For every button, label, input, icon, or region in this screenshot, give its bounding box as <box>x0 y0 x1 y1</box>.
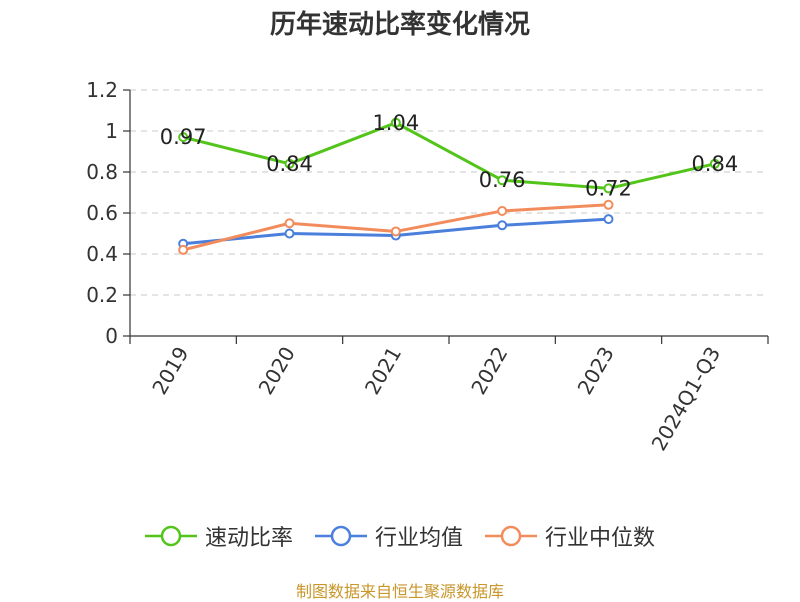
series-0-point-0[interactable] <box>178 132 189 143</box>
legend-label-2: 行业中位数 <box>545 526 656 551</box>
series-2-point-0[interactable] <box>178 244 189 255</box>
x-tick-label-3: 2022 <box>466 342 512 398</box>
series-2-point-1[interactable] <box>284 218 295 229</box>
legend-swatch-0 <box>144 525 197 547</box>
data-labels: 0.97 0.84 1.04 0.76 0.72 0.84 <box>160 111 738 201</box>
legend-swatch-2 <box>485 525 537 547</box>
series-2-point-4[interactable] <box>603 199 614 210</box>
series-0-point-5[interactable] <box>709 158 720 169</box>
source-note: 制图数据来自恒生聚源数据库 <box>295 582 504 601</box>
data-label-0-5: 0.84 <box>691 152 738 176</box>
series-1-point-3[interactable] <box>497 220 508 231</box>
y-tick-label-4: 0.8 <box>86 160 118 184</box>
y-tick-label-3: 0.6 <box>86 201 118 225</box>
series-line-0 <box>182 121 716 190</box>
series-1-point-4[interactable] <box>603 214 614 225</box>
y-tick-label-0: 0 <box>105 324 118 348</box>
data-label-0-2: 1.04 <box>372 111 419 135</box>
data-label-0-0: 0.97 <box>160 125 207 149</box>
series-lines <box>178 117 720 255</box>
legend-item-1[interactable]: 行业均值 <box>314 520 463 552</box>
y-tick-label-1: 0.2 <box>86 283 118 307</box>
series-0-point-1[interactable] <box>284 158 295 169</box>
y-tick-label-2: 0.4 <box>86 242 118 266</box>
data-label-0-4: 0.72 <box>585 176 632 200</box>
x-tick-label-1: 2020 <box>254 343 300 399</box>
legend-item-2[interactable]: 行业中位数 <box>485 520 655 552</box>
series-2-point-3[interactable] <box>497 205 508 216</box>
chart-title: 历年速动比率变化情况 <box>269 10 530 40</box>
legend: 速动比率 行业均值 行业中位数 <box>0 518 800 554</box>
x-tick-label-0: 2019 <box>147 343 193 399</box>
y-tick-label-5: 1 <box>105 119 118 143</box>
y-tick-label-6: 1.2 <box>86 78 118 102</box>
series-1-point-1[interactable] <box>284 228 295 239</box>
legend-item-0[interactable]: 速动比率 <box>144 520 293 552</box>
legend-swatch-1 <box>314 525 367 547</box>
x-tick-label-5: 2024Q1-Q3 <box>646 343 725 455</box>
x-tick-label-4: 2023 <box>573 343 619 399</box>
series-0-point-2[interactable] <box>390 117 401 128</box>
series-2-point-2[interactable] <box>390 226 401 237</box>
x-tick-label-2: 2021 <box>360 343 406 399</box>
series-0-point-4[interactable] <box>603 183 614 194</box>
legend-label-0: 速动比率 <box>204 526 293 551</box>
series-0-point-3[interactable] <box>497 175 508 186</box>
grid-lines <box>130 89 768 296</box>
legend-label-1: 行业均值 <box>374 526 463 551</box>
data-label-0-1: 0.84 <box>266 152 313 176</box>
data-label-0-3: 0.76 <box>479 168 526 192</box>
